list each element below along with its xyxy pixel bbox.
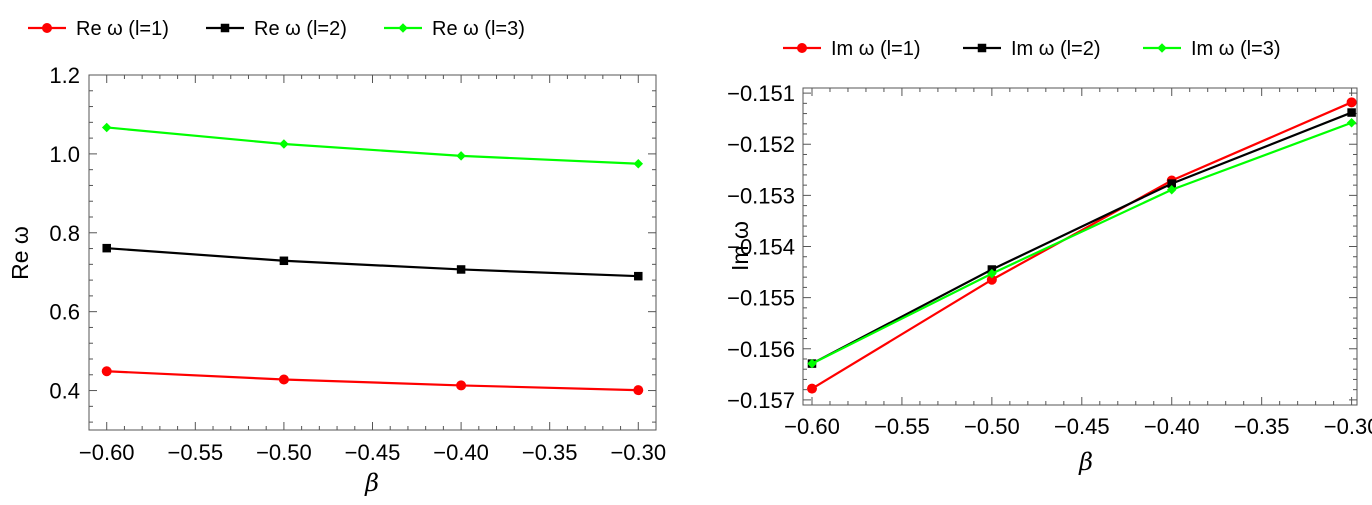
im-omega-chart: −0.60 −0.55 −0.50 −0.45 −0.40 −0.35 −0.30 −0.15…: [727, 38, 1372, 476]
legend-marker: [977, 43, 987, 53]
data-point: [1346, 118, 1357, 128]
data-point: [633, 385, 644, 396]
x-tick-label: −0.45: [1054, 414, 1110, 439]
x-tick-label: −0.35: [1234, 414, 1290, 439]
legend-label: Im ω (l=1): [831, 38, 921, 60]
y-tick-label: 0.4: [49, 379, 80, 404]
series-line: [811, 121, 1352, 365]
x-tick-label: −0.55: [874, 414, 930, 439]
data-point: [1167, 179, 1176, 188]
y-tick-label: −0.153: [727, 183, 795, 208]
y-tick-label: −0.152: [727, 132, 795, 157]
y-axis-title: Re ω: [7, 226, 33, 280]
legend-marker: [797, 43, 807, 53]
y-tick-label: 1.2: [49, 63, 80, 88]
x-tick-label: −0.60: [784, 414, 840, 439]
data-point: [101, 122, 112, 133]
series-line: [106, 247, 639, 278]
data-point: [456, 380, 467, 391]
x-axis-title: β: [364, 469, 379, 497]
data-point: [456, 265, 466, 274]
legend-marker: [220, 23, 230, 33]
series-line: [106, 370, 639, 392]
data-point: [634, 271, 643, 281]
y-tick-label: −0.155: [727, 286, 795, 311]
series-line: [811, 101, 1353, 390]
legend-label: Re ω (l=2): [254, 18, 347, 40]
x-tick-label: −0.40: [1144, 414, 1200, 439]
legend-label: Im ω (l=3): [1191, 38, 1281, 60]
data-point: [279, 139, 289, 149]
y-tick-label: −0.154: [727, 235, 795, 260]
x-tick-label: −0.35: [522, 440, 578, 465]
data-point: [279, 256, 289, 266]
x-tick-label: −0.45: [345, 440, 401, 465]
re-omega-chart: −0.60 −0.55 −0.50 −0.45 −0.40 −0.35 −0.30 0.4 0.…: [7, 18, 666, 497]
data-point: [278, 374, 289, 385]
legend-label: Re ω (l=3): [432, 18, 525, 40]
legend-label: Im ω (l=2): [1011, 38, 1101, 60]
y-tick-label: 1.0: [49, 142, 80, 167]
x-tick-label: −0.55: [167, 440, 223, 465]
x-tick-label: −0.30: [1324, 414, 1372, 439]
data-point: [456, 151, 466, 161]
data-point: [806, 383, 817, 394]
y-tick-label: −0.157: [727, 388, 795, 413]
legend-marker: [398, 23, 408, 33]
y-tick-label: 0.6: [49, 300, 80, 325]
y-tick-label: −0.151: [727, 81, 795, 106]
x-tick-label: −0.30: [610, 440, 666, 465]
x-tick-label: −0.60: [79, 440, 135, 465]
data-point: [1347, 108, 1356, 117]
legend-label: Re ω (l=1): [76, 18, 169, 40]
y-axis-title: Im ω: [727, 221, 753, 271]
y-tick-label: 0.8: [49, 221, 80, 246]
legend-marker: [1157, 43, 1167, 53]
x-tick-label: −0.50: [256, 440, 312, 465]
data-point: [1166, 184, 1177, 195]
data-point: [987, 268, 997, 279]
series-line: [106, 126, 639, 165]
x-axis-title: β: [1078, 448, 1093, 476]
data-point: [101, 366, 112, 377]
data-point: [102, 243, 111, 253]
data-point: [986, 274, 997, 285]
data-point: [633, 159, 644, 169]
series-line: [811, 111, 1353, 365]
data-point: [807, 358, 817, 369]
legend-marker: [42, 23, 52, 33]
x-tick-label: −0.40: [433, 440, 489, 465]
x-tick-label: −0.50: [964, 414, 1020, 439]
data-point: [1346, 97, 1357, 108]
y-tick-label: −0.156: [727, 337, 795, 362]
